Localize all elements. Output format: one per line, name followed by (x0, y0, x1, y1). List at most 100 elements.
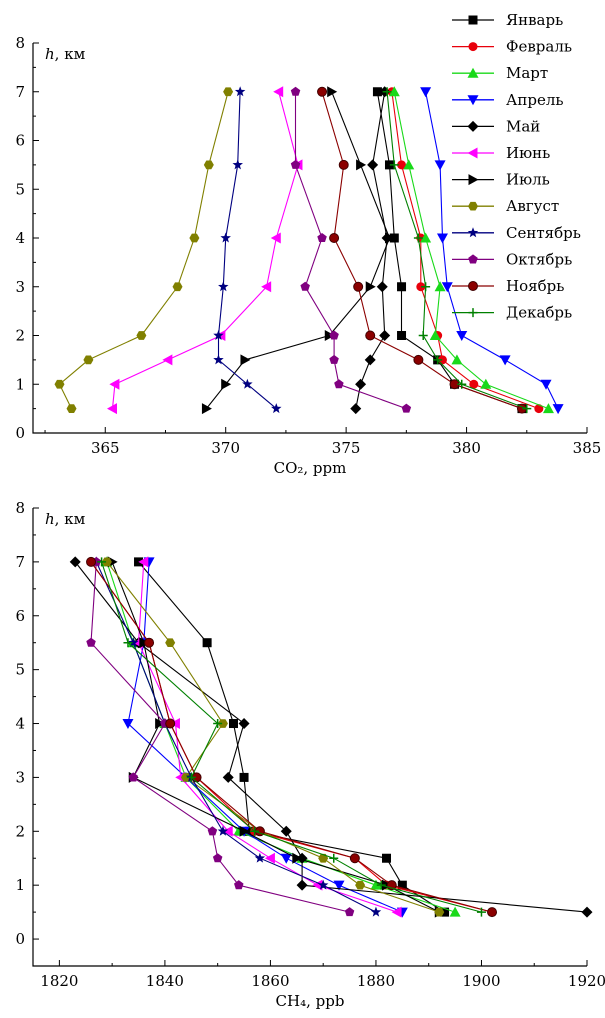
data-point (162, 354, 173, 366)
legend-label: Май (506, 117, 540, 135)
data-point (372, 87, 382, 97)
data-point (334, 379, 344, 389)
y-tick-label: 8 (15, 499, 25, 517)
ch4-panel: 0 1 2 3 4 5 6 7 8 1820 1840 1860 1880 1900 1920 h, км CH… (15, 499, 605, 1010)
data-point (165, 718, 176, 729)
x-axis-label: CO₂, ppm (274, 459, 347, 477)
series-nov (317, 86, 527, 414)
legend-label: Апрель (506, 91, 564, 109)
y-tick-label: 1 (15, 375, 25, 393)
axis-frame (32, 508, 587, 967)
data-point (391, 906, 402, 918)
legend-item-mar: Март (452, 64, 548, 82)
data-point (534, 404, 544, 414)
data-point (370, 906, 382, 917)
data-point (418, 331, 428, 340)
data-point (273, 86, 284, 98)
legend-item-feb: Февраль (452, 38, 572, 56)
data-point (232, 159, 243, 170)
legend-item-may: Май (452, 117, 540, 135)
series-line (95, 561, 377, 913)
data-point (218, 281, 229, 292)
data-point (451, 354, 463, 365)
data-point (317, 86, 328, 97)
data-point (189, 233, 200, 243)
legend-item-aug: Август (452, 197, 559, 215)
series-line (106, 561, 456, 913)
data-point (212, 853, 223, 863)
series-line (386, 91, 527, 410)
y-axis-label: h, км (45, 510, 86, 528)
series-line (127, 561, 403, 913)
series-line (137, 561, 398, 913)
y-tick-label: 7 (15, 553, 25, 571)
data-point (222, 771, 234, 783)
y-tick-label: 2 (15, 822, 25, 840)
legend-label: Ноябрь (506, 277, 564, 295)
x-axis-label: CH₄, ppb (276, 992, 345, 1010)
data-point (434, 160, 446, 171)
x-tick-label: 365 (91, 439, 120, 457)
data-point (540, 379, 552, 390)
data-point (364, 354, 376, 366)
legend-label: Июль (506, 171, 550, 189)
data-point (223, 87, 234, 97)
legend-item-jul: Июль (452, 171, 550, 189)
legend-marker (467, 120, 479, 132)
data-point (172, 282, 183, 292)
series-jul (107, 556, 445, 918)
data-point (429, 330, 441, 340)
data-point (155, 718, 166, 730)
legend-marker (468, 174, 479, 186)
data-point (312, 879, 323, 891)
series-mar (388, 86, 554, 414)
data-point (433, 355, 443, 365)
data-point (413, 354, 424, 365)
series-line (217, 91, 277, 410)
co2-panel: 0 1 2 3 4 5 6 7 8 365 370 375 380 385 h, км CO₂, ppm (15, 34, 601, 477)
data-point (333, 880, 345, 891)
data-point (86, 556, 97, 567)
data-point (213, 354, 224, 365)
data-point (318, 853, 329, 863)
series-jan (372, 87, 527, 414)
data-point (382, 87, 392, 97)
data-point (384, 232, 395, 244)
y-tick-label: 7 (15, 83, 25, 101)
data-point (66, 404, 77, 413)
legend-marker (468, 308, 478, 318)
data-point (136, 331, 147, 340)
x-tick-label: 1840 (146, 972, 184, 990)
series-line (90, 561, 493, 913)
data-point (376, 880, 386, 890)
data-point (480, 378, 492, 389)
x-tick-label: 1920 (568, 972, 605, 990)
x-tick-label: 1860 (251, 972, 289, 990)
data-point (397, 880, 407, 890)
data-point (97, 557, 107, 567)
data-point (254, 852, 266, 863)
data-point (379, 330, 391, 341)
series-line (90, 561, 350, 913)
y-tick-label: 2 (15, 327, 25, 345)
series-line (355, 91, 388, 409)
data-point (221, 378, 232, 390)
legend-label: Март (506, 64, 548, 82)
data-point (181, 773, 192, 782)
data-point (476, 907, 486, 917)
y-axis-label-unit: , км (55, 45, 86, 63)
data-point (441, 282, 453, 293)
data-point (522, 404, 532, 414)
data-point (128, 772, 139, 782)
series-line (74, 561, 588, 913)
y-tick-label: 5 (15, 661, 25, 679)
legend-marker (467, 147, 478, 159)
data-point (329, 354, 339, 364)
data-point (397, 160, 407, 170)
y-tick-label: 3 (15, 278, 25, 296)
series-sep (213, 86, 282, 414)
y-tick-label: 3 (15, 768, 25, 786)
legend-marker (468, 42, 478, 52)
legend-marker (467, 95, 479, 106)
data-point (280, 853, 292, 864)
